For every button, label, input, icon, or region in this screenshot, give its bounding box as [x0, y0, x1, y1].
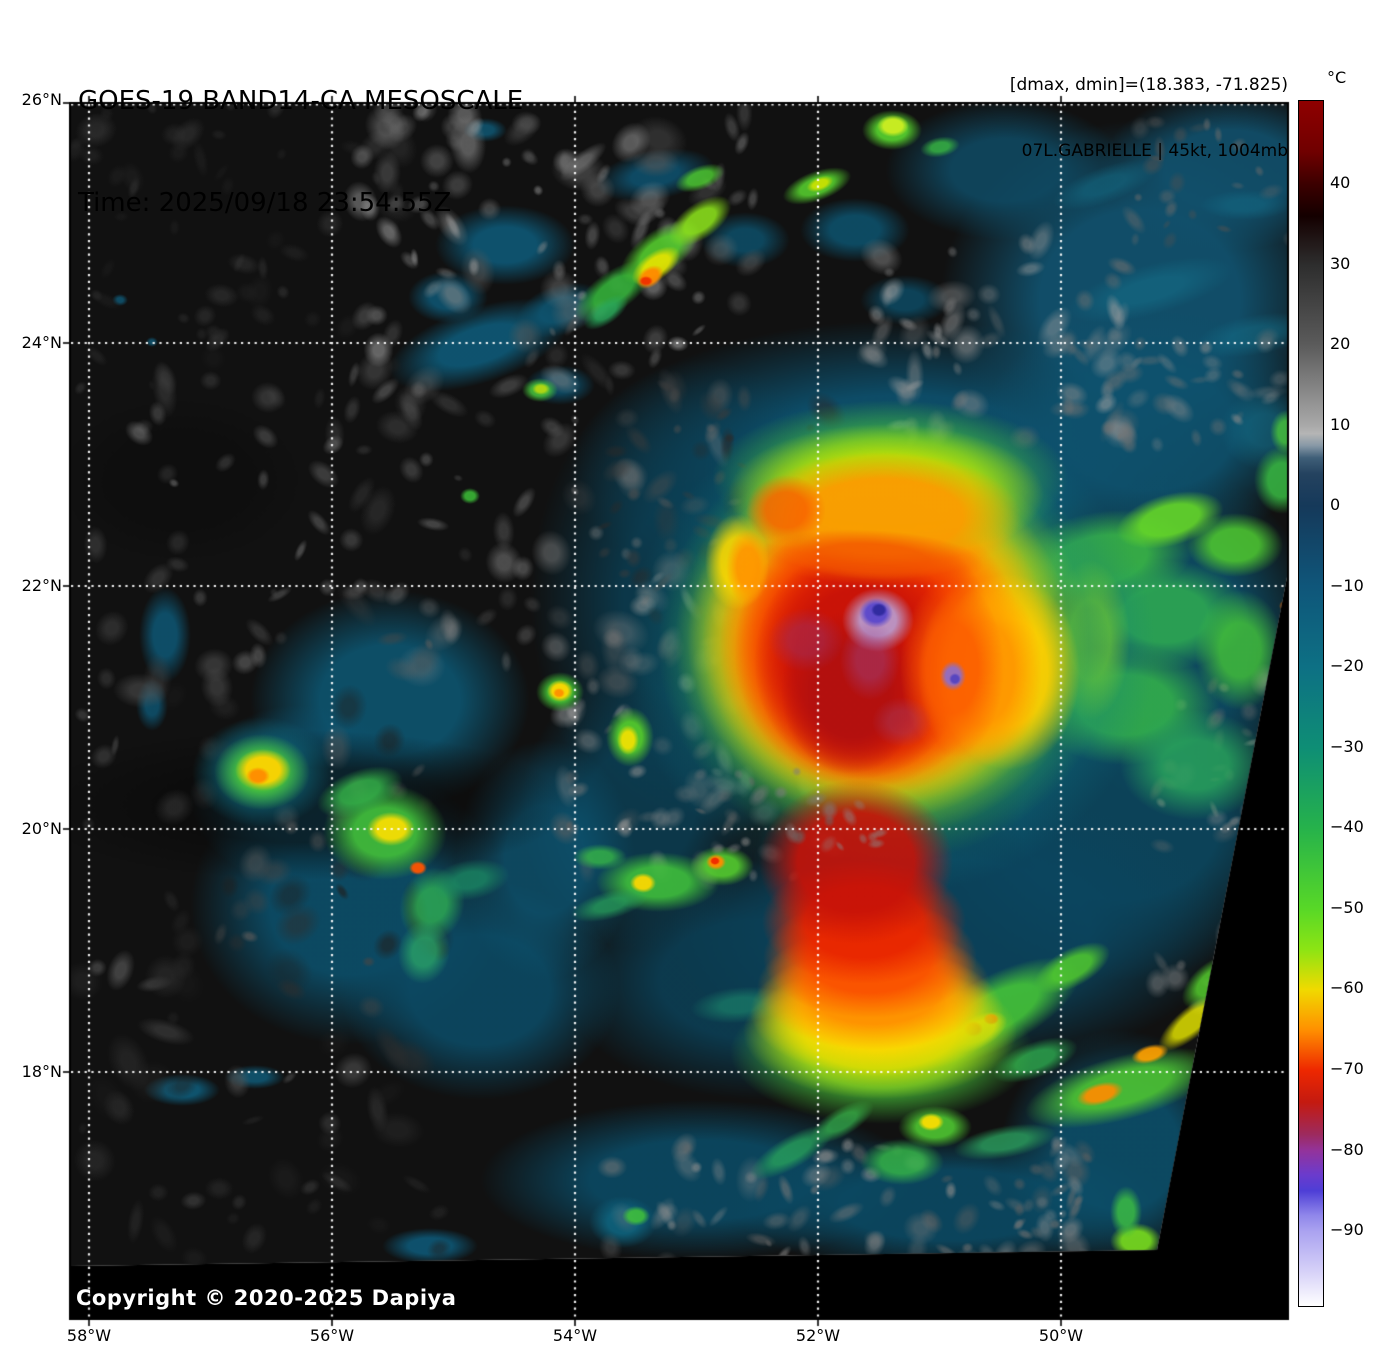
plot-annotations: [dmax, dmin]=(18.383, -71.825) 07L.GABRI…: [1010, 30, 1288, 184]
colorbar-tick-label: −80: [1330, 1139, 1364, 1159]
colorbar-tick-label: −50: [1330, 897, 1364, 917]
colorbar-tick-label: 30: [1330, 253, 1351, 273]
y-axis-tick-label: 20°N: [21, 819, 62, 838]
title-line-1: GOES-19 BAND14-CA MESOSCALE: [78, 86, 524, 116]
x-axis-tick-label: 50°W: [1038, 1326, 1084, 1345]
x-axis-tick-label: 52°W: [795, 1326, 841, 1345]
colorbar-tick-label: 20: [1330, 334, 1351, 354]
annotation-storm-info: 07L.GABRIELLE | 45kt, 1004mb: [1021, 141, 1288, 161]
title-line-2: Time: 2025/09/18 23:54:55Z: [78, 188, 452, 218]
colorbar-tick-label: −20: [1330, 656, 1364, 676]
colorbar-tick-label: −10: [1330, 575, 1364, 595]
y-axis-tick-label: 24°N: [21, 333, 62, 352]
colorbar-tick-label: −70: [1330, 1058, 1364, 1078]
copyright-watermark: Copyright © 2020-2025 Dapiya: [76, 1286, 457, 1310]
colorbar-tick-label: −60: [1330, 978, 1364, 998]
colorbar-tick-label: −40: [1330, 817, 1364, 837]
x-axis-tick-label: 54°W: [552, 1326, 598, 1345]
annotation-dmax-dmin: [dmax, dmin]=(18.383, -71.825): [1009, 75, 1288, 95]
y-axis-tick-label: 26°N: [21, 90, 62, 109]
plot-title: GOES-19 BAND14-CA MESOSCALE Time: 2025/0…: [78, 16, 523, 254]
colorbar: [1298, 100, 1324, 1307]
colorbar-tick-label: 10: [1330, 414, 1351, 434]
colorbar-unit-label: °C: [1327, 68, 1347, 87]
x-axis-tick-label: 58°W: [66, 1326, 112, 1345]
x-axis-tick-label: 56°W: [309, 1326, 355, 1345]
colorbar-tick-label: 0: [1330, 495, 1341, 515]
colorbar-tick-label: −30: [1330, 736, 1364, 756]
y-axis-tick-label: 22°N: [21, 576, 62, 595]
y-axis-tick-label: 18°N: [21, 1062, 62, 1081]
colorbar-tick-label: 40: [1330, 172, 1351, 192]
colorbar-tick-label: −90: [1330, 1220, 1364, 1240]
